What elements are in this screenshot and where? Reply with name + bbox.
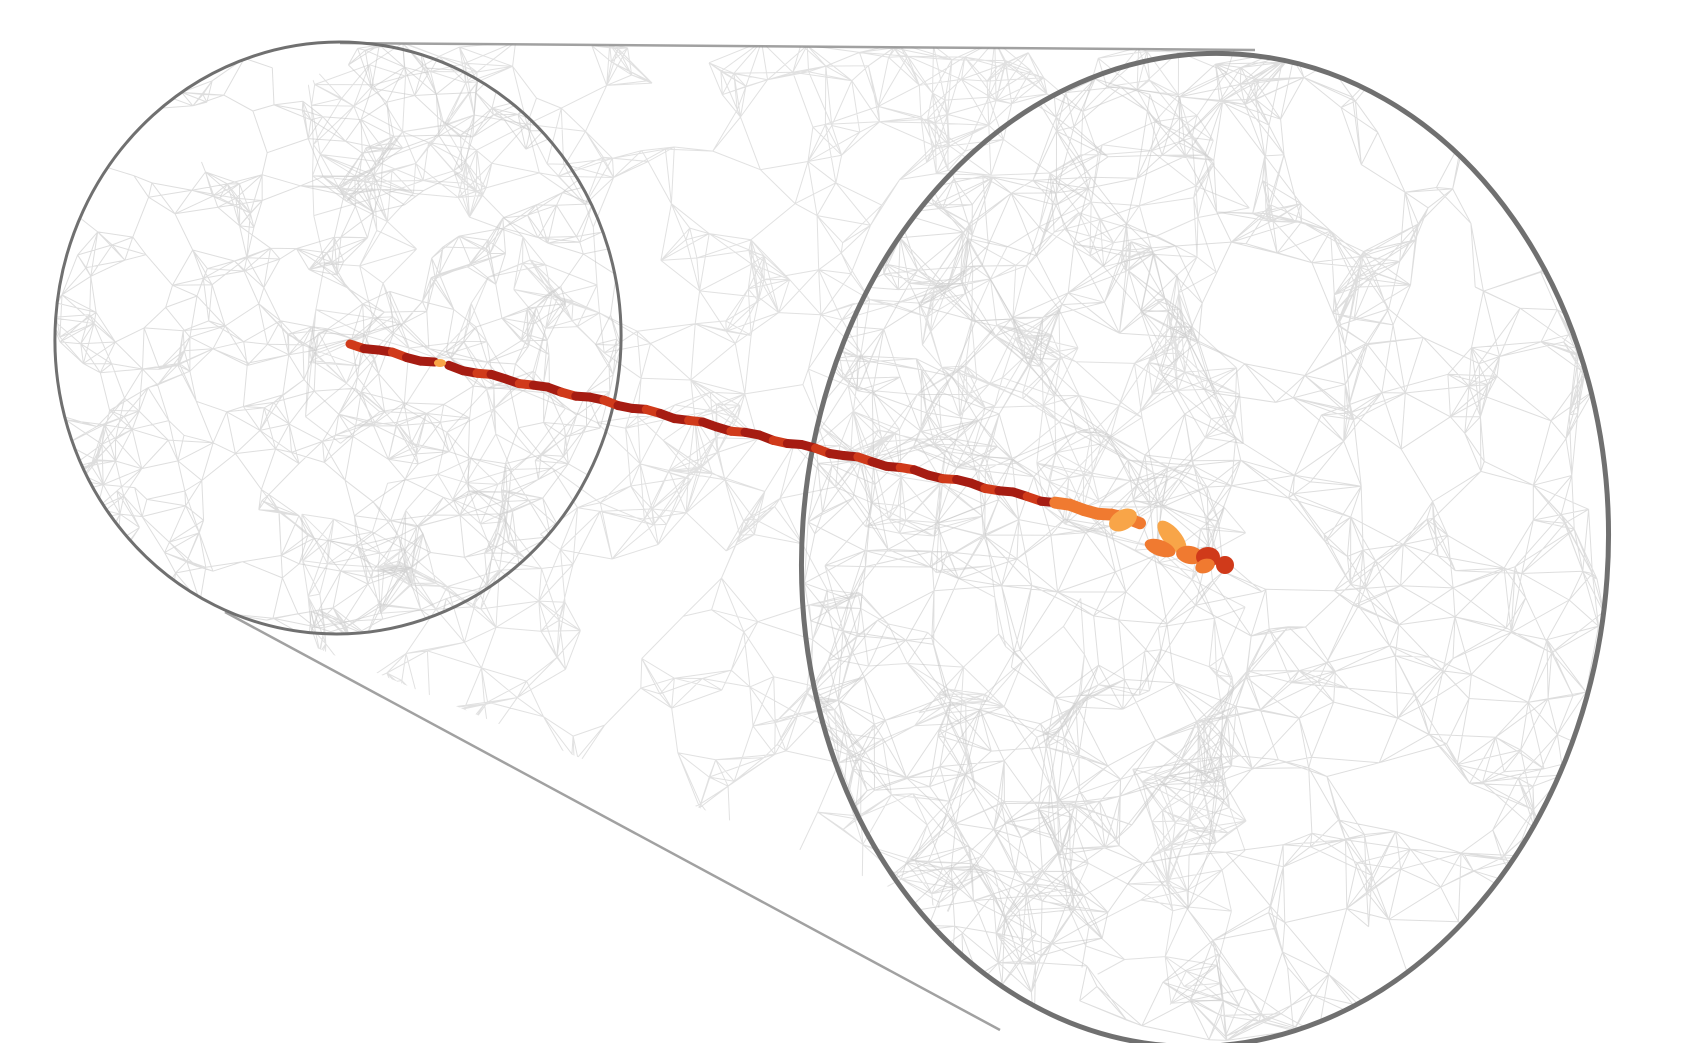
track-blob [1216, 556, 1234, 574]
track-blob [1157, 520, 1187, 554]
top-edge [339, 41, 1256, 52]
particle-track [345, 339, 1234, 574]
front-cap-outline [798, 50, 1612, 1043]
back-cap-outline [53, 40, 623, 636]
cylinder-silhouette [53, 40, 1612, 1043]
track-blob [1109, 508, 1137, 532]
track-highlight [434, 359, 446, 367]
track-blob [1195, 558, 1215, 574]
bottom-edge [224, 610, 1001, 1032]
track-segment [416, 356, 440, 367]
track-blob [1144, 538, 1176, 558]
